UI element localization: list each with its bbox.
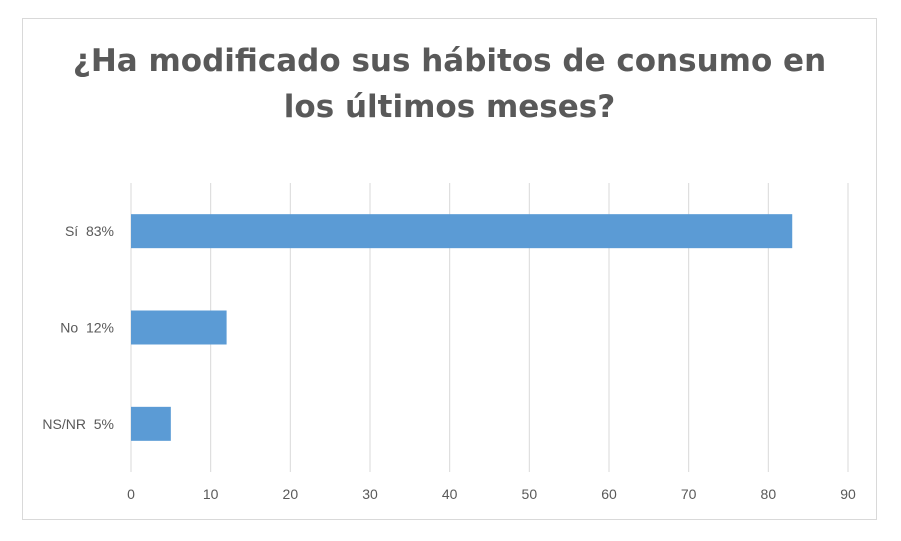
x-tick-label: 60 <box>601 486 617 502</box>
x-tick-label: 80 <box>761 486 777 502</box>
title-line-2: los últimos meses? <box>283 89 616 125</box>
category-label: No 12% <box>60 320 114 336</box>
x-tick-label: 20 <box>283 486 299 502</box>
bar <box>131 310 227 345</box>
x-tick-label: 40 <box>442 486 458 502</box>
category-label: Sí 83% <box>65 223 114 239</box>
category-label: NS/NR 5% <box>42 416 114 432</box>
x-tick-label: 0 <box>127 486 135 502</box>
x-tick-label: 50 <box>522 486 538 502</box>
title-line-1: ¿Ha modificado sus hábitos de consumo en <box>72 43 827 79</box>
chart-title: ¿Ha modificado sus hábitos de consumo en… <box>22 38 877 130</box>
x-tick-label: 90 <box>840 486 856 502</box>
bar <box>131 406 171 441</box>
x-tick-label: 70 <box>681 486 697 502</box>
chart-frame <box>22 18 877 520</box>
x-tick-label: 30 <box>362 486 378 502</box>
bar <box>131 214 793 249</box>
x-tick-label: 10 <box>203 486 219 502</box>
